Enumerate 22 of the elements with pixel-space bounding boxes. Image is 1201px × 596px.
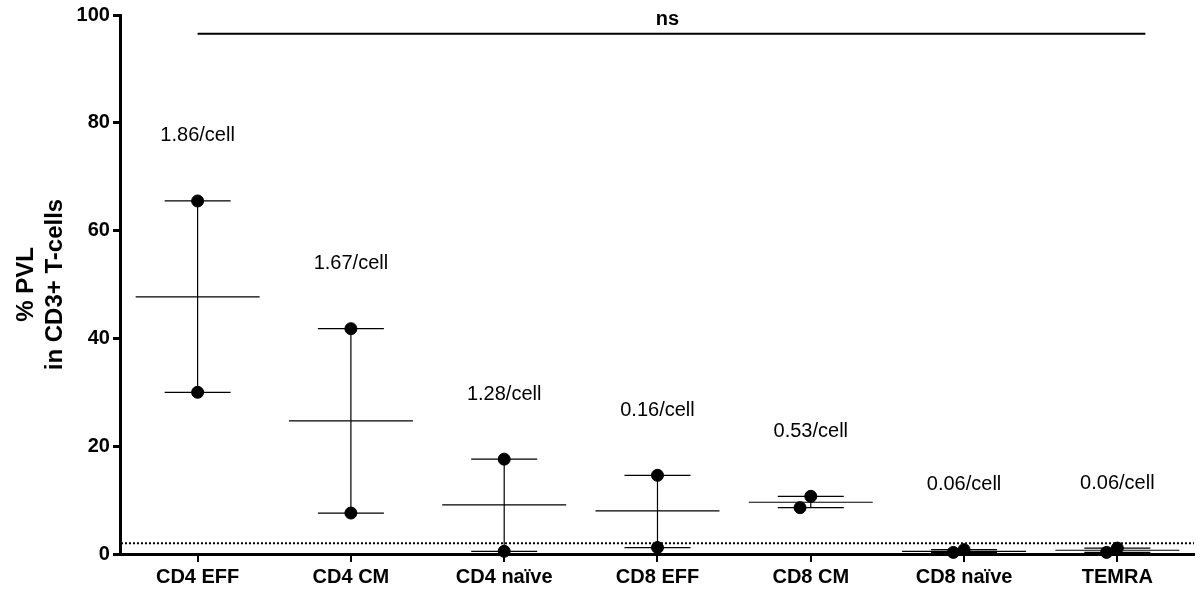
annotation: 0.06/cell bbox=[1080, 470, 1155, 493]
y-tick-label: 40 bbox=[87, 325, 110, 348]
x-tick-label: CD4 CM bbox=[312, 564, 390, 587]
annotation: 0.06/cell bbox=[926, 472, 1002, 495]
x-tick-label: CD8 CM bbox=[772, 564, 850, 587]
x-tick-label: CD8 naïve bbox=[915, 564, 1013, 587]
x-tick-label: CD4 naïve bbox=[455, 564, 553, 587]
annotation: 1.28/cell bbox=[466, 381, 542, 404]
y-tick-label: 100 bbox=[76, 2, 110, 25]
y-tick-label: 60 bbox=[87, 218, 110, 241]
x-tick-label: TEMRA bbox=[1081, 564, 1153, 587]
y-tick-label: 20 bbox=[87, 433, 110, 456]
annotation: 0.53/cell bbox=[773, 418, 849, 441]
y-axis-title: % PVL in CD3+ T-cells bbox=[11, 198, 67, 371]
annotation: 0.16/cell bbox=[620, 397, 695, 420]
y-tick-label: 0 bbox=[98, 541, 110, 564]
y-tick-label: 80 bbox=[87, 110, 110, 133]
ref-line-label: ns bbox=[655, 7, 680, 30]
x-tick-label: CD4 EFF bbox=[155, 564, 240, 587]
x-tick-label: CD8 EFF bbox=[615, 564, 700, 587]
annotation: 1.86/cell bbox=[160, 123, 235, 146]
annotation: 1.67/cell bbox=[313, 251, 389, 274]
